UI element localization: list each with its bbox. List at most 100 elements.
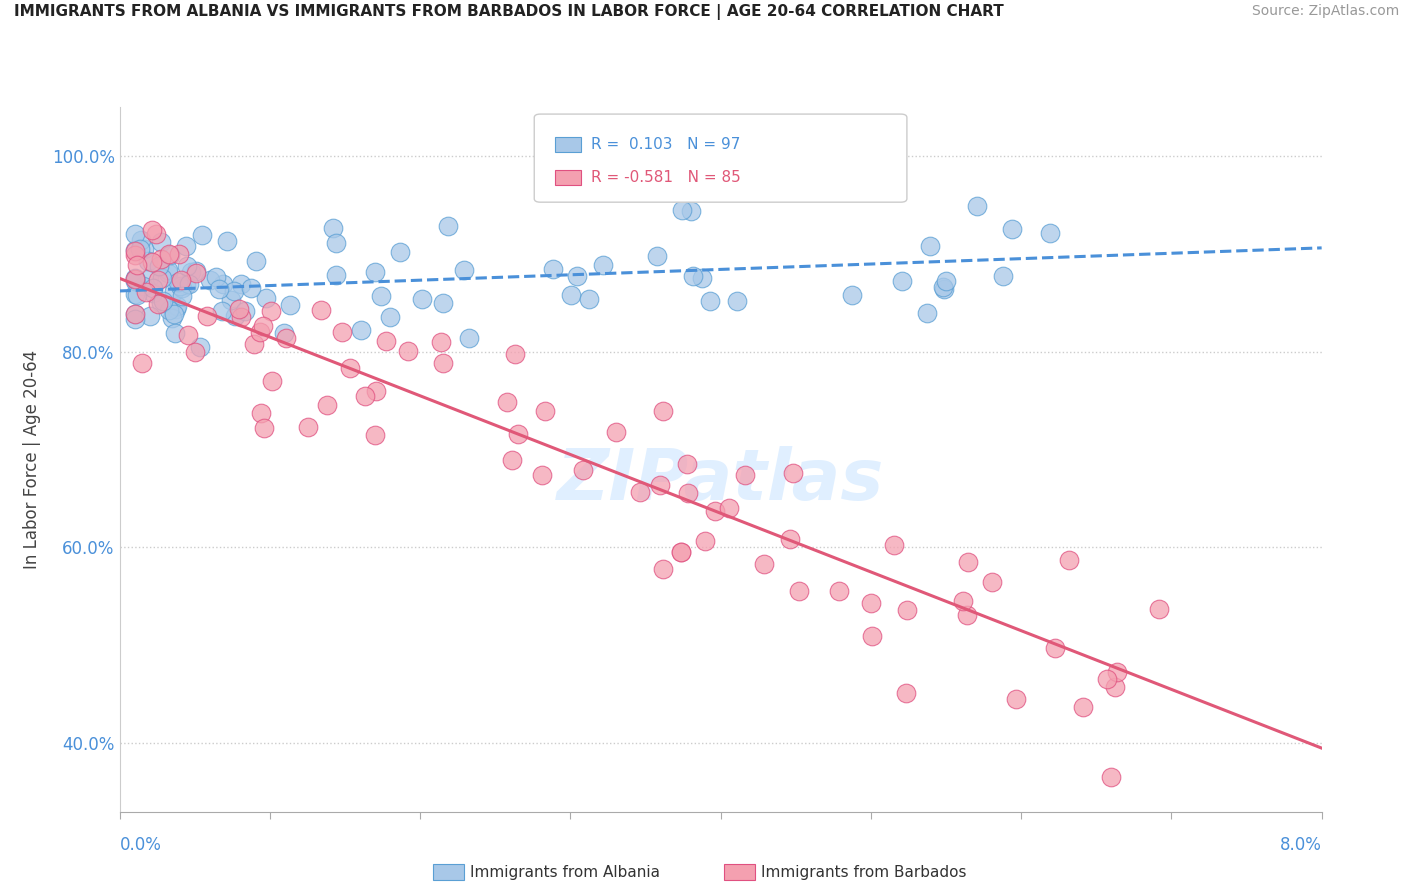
Y-axis label: In Labor Force | Age 20-64: In Labor Force | Age 20-64	[22, 350, 41, 569]
Point	[149, 296, 172, 310]
Point	[956, 607, 979, 622]
Point	[166, 299, 188, 313]
Point	[330, 325, 353, 339]
Point	[932, 282, 955, 296]
Point	[160, 310, 183, 325]
Point	[682, 269, 704, 284]
Point	[859, 596, 882, 610]
Point	[453, 263, 475, 277]
Point	[1043, 641, 1066, 656]
Point	[396, 344, 419, 359]
FancyBboxPatch shape	[534, 114, 907, 202]
Point	[530, 467, 553, 482]
Point	[219, 293, 242, 308]
Point	[966, 199, 988, 213]
FancyBboxPatch shape	[555, 169, 581, 186]
Point	[432, 296, 454, 310]
FancyBboxPatch shape	[555, 136, 581, 153]
Point	[693, 534, 716, 549]
Point	[180, 265, 202, 279]
Text: Source: ZipAtlas.com: Source: ZipAtlas.com	[1251, 4, 1399, 19]
Point	[495, 395, 517, 409]
Point	[782, 466, 804, 480]
Point	[148, 273, 170, 287]
Point	[325, 235, 347, 250]
Point	[679, 203, 702, 218]
Point	[918, 238, 941, 252]
Point	[1000, 222, 1022, 236]
Point	[183, 345, 205, 359]
Point	[190, 340, 212, 354]
Point	[1057, 553, 1080, 567]
Point	[896, 603, 918, 617]
Point	[211, 304, 233, 318]
Point	[224, 309, 246, 323]
Point	[827, 584, 849, 599]
Point	[135, 285, 157, 299]
Point	[628, 485, 651, 500]
Point	[932, 280, 955, 294]
Point	[276, 331, 298, 345]
Point	[565, 269, 588, 284]
Point	[231, 310, 253, 324]
Point	[1071, 700, 1094, 714]
Point	[541, 261, 564, 276]
Point	[176, 259, 198, 273]
Point	[605, 425, 627, 440]
Point	[124, 227, 146, 242]
Point	[195, 309, 218, 323]
Point	[339, 360, 361, 375]
Point	[645, 250, 668, 264]
Point	[179, 277, 201, 291]
Point	[233, 304, 256, 318]
Point	[1107, 665, 1129, 679]
Point	[316, 399, 339, 413]
Point	[191, 227, 214, 242]
Point	[503, 347, 526, 361]
Point	[692, 270, 714, 285]
Point	[652, 404, 675, 418]
Point	[366, 384, 388, 398]
Point	[243, 337, 266, 351]
Point	[309, 302, 332, 317]
Point	[138, 271, 160, 285]
Point	[671, 544, 693, 558]
Point	[752, 557, 775, 571]
Point	[592, 258, 614, 272]
Point	[141, 222, 163, 236]
Point	[411, 292, 433, 306]
Point	[915, 306, 938, 320]
Point	[165, 302, 187, 317]
Point	[560, 287, 582, 301]
Point	[150, 270, 173, 285]
Point	[860, 629, 883, 643]
Point	[186, 266, 208, 280]
Point	[124, 270, 146, 285]
Point	[432, 356, 454, 370]
Point	[142, 281, 165, 295]
Point	[152, 294, 174, 309]
Point	[146, 297, 169, 311]
Point	[253, 421, 276, 435]
Point	[699, 294, 721, 309]
Point	[142, 285, 165, 300]
Point	[136, 253, 159, 268]
Point	[458, 331, 481, 345]
Point	[501, 452, 523, 467]
Point	[156, 263, 179, 277]
Point	[215, 234, 238, 248]
Point	[124, 248, 146, 262]
Point	[124, 286, 146, 301]
Point	[157, 247, 180, 261]
Point	[703, 504, 725, 518]
Text: IMMIGRANTS FROM ALBANIA VS IMMIGRANTS FROM BARBADOS IN LABOR FORCE | AGE 20-64 C: IMMIGRANTS FROM ALBANIA VS IMMIGRANTS FR…	[14, 4, 1004, 21]
Point	[718, 501, 741, 516]
Point	[297, 420, 319, 434]
Point	[260, 304, 283, 318]
Point	[124, 272, 146, 286]
Point	[648, 477, 671, 491]
Point	[231, 277, 253, 291]
Point	[981, 574, 1004, 589]
Point	[167, 247, 190, 261]
Point	[212, 277, 235, 291]
